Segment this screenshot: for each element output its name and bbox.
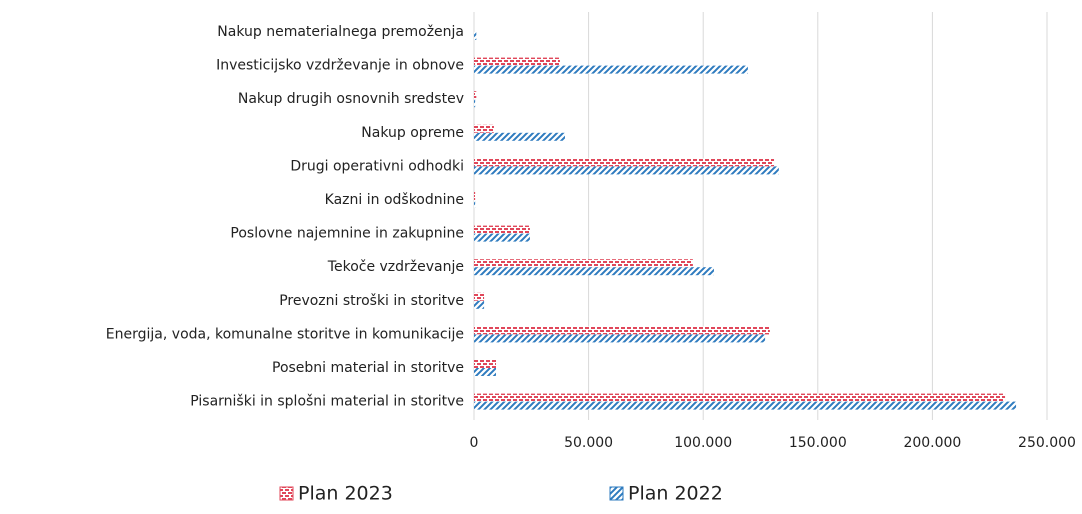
bar: [474, 166, 779, 175]
y-tick-label: Pisarniški in splošni material in storit…: [190, 394, 464, 410]
bar: [474, 124, 494, 133]
y-tick-label: Tekoče vzdrževanje: [327, 259, 464, 275]
bar: [474, 91, 477, 100]
x-tick-label: 150.000: [789, 435, 847, 451]
bar: [474, 259, 693, 268]
bar: [474, 200, 476, 208]
bar: [474, 368, 497, 376]
bar: [474, 225, 530, 234]
x-tick-label: 100.000: [674, 435, 732, 451]
bar: [474, 57, 560, 66]
legend-swatch: [609, 486, 624, 501]
y-tick-label: Prevozni stroški in storitve: [279, 293, 464, 309]
bar: [474, 292, 485, 301]
bar: [474, 300, 485, 309]
bar: [474, 233, 530, 242]
x-tick-label: 50.000: [564, 435, 613, 451]
bar: [474, 65, 748, 74]
y-tick-label: Nakup drugih osnovnih sredstev: [238, 91, 464, 107]
x-tick-label: 0: [470, 435, 479, 451]
y-tick-label: Poslovne najemnine in zakupnine: [230, 226, 464, 242]
bar: [474, 393, 1006, 402]
x-tick-label: 250.000: [1018, 435, 1076, 451]
bar: [474, 32, 477, 40]
y-tick-label: Drugi operativni odhodki: [290, 158, 464, 174]
bar: [474, 158, 775, 167]
y-tick-label: Posebni material in storitve: [272, 360, 464, 376]
x-tick-label: 200.000: [903, 435, 961, 451]
bar: [474, 334, 766, 343]
legend-label: Plan 2023: [298, 483, 393, 505]
bar: [474, 132, 565, 141]
bar: [474, 267, 714, 276]
y-tick-label: Energija, voda, komunalne storitve in ko…: [106, 326, 464, 342]
y-tick-label: Nakup nematerialnega premoženja: [217, 24, 464, 40]
bar: [474, 326, 770, 335]
legend-label: Plan 2022: [628, 483, 723, 505]
bar: [474, 192, 476, 200]
bar: [474, 401, 1017, 410]
y-tick-label: Investicijsko vzdrževanje in obnove: [216, 58, 464, 74]
bar: [474, 99, 476, 108]
bar: [474, 360, 497, 368]
legend-swatch: [279, 486, 294, 501]
y-tick-label: Nakup opreme: [361, 125, 464, 141]
y-tick-label: Kazni in odškodnine: [325, 192, 464, 208]
